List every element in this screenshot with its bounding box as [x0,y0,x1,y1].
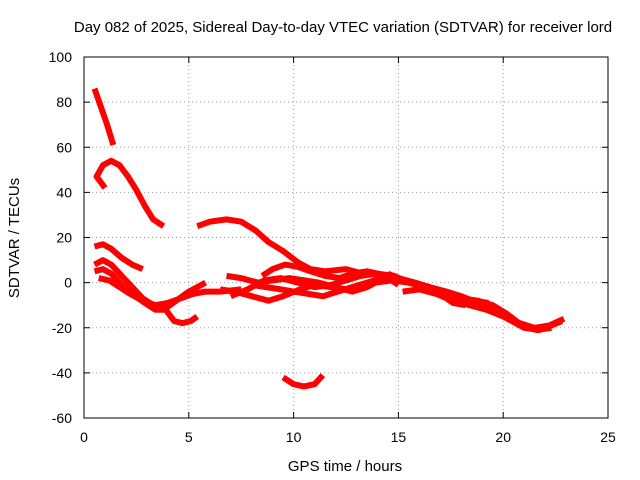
x-tick-label: 0 [80,429,88,445]
series-layer [91,87,566,390]
y-tick-label: -40 [52,365,72,381]
y-tick-label: 100 [49,49,73,65]
y-tick-label: 80 [56,94,72,110]
y-tick-label: 20 [56,230,72,246]
x-tick-label: 20 [495,429,511,445]
series-line-3 [93,241,144,272]
series-line-1 [91,87,117,146]
x-tick-label: 5 [185,429,193,445]
plot-frame [83,56,609,419]
y-tick-label: -60 [52,410,72,426]
y-tick-label: 60 [56,139,72,155]
chart-title: Day 082 of 2025, Sidereal Day-to-day VTE… [74,19,612,36]
tick-layer: 0 5 10 15 20 25 -60 -40 -20 0 20 40 60 80 100 [49,49,616,445]
series-line-11 [226,272,399,295]
series-line-15 [402,286,566,331]
series-line-2 [93,157,166,229]
y-tick-label: -20 [52,320,72,336]
y-tick-label: 0 [64,275,72,291]
y-axis-title: SDTVAR / TECUs [6,178,23,298]
series-line-6 [98,275,242,309]
series-line-7 [196,216,364,277]
grid-layer [84,57,608,418]
x-tick-label: 10 [286,429,302,445]
series-line-8 [281,373,326,390]
series-line-13 [251,275,383,300]
x-tick-label: 15 [391,429,407,445]
series-line-16 [460,295,552,333]
x-tick-label: 25 [600,429,616,445]
y-tick-label: 40 [56,184,72,200]
series-line-12 [260,261,401,288]
x-axis-title: GPS time / hours [288,458,402,475]
